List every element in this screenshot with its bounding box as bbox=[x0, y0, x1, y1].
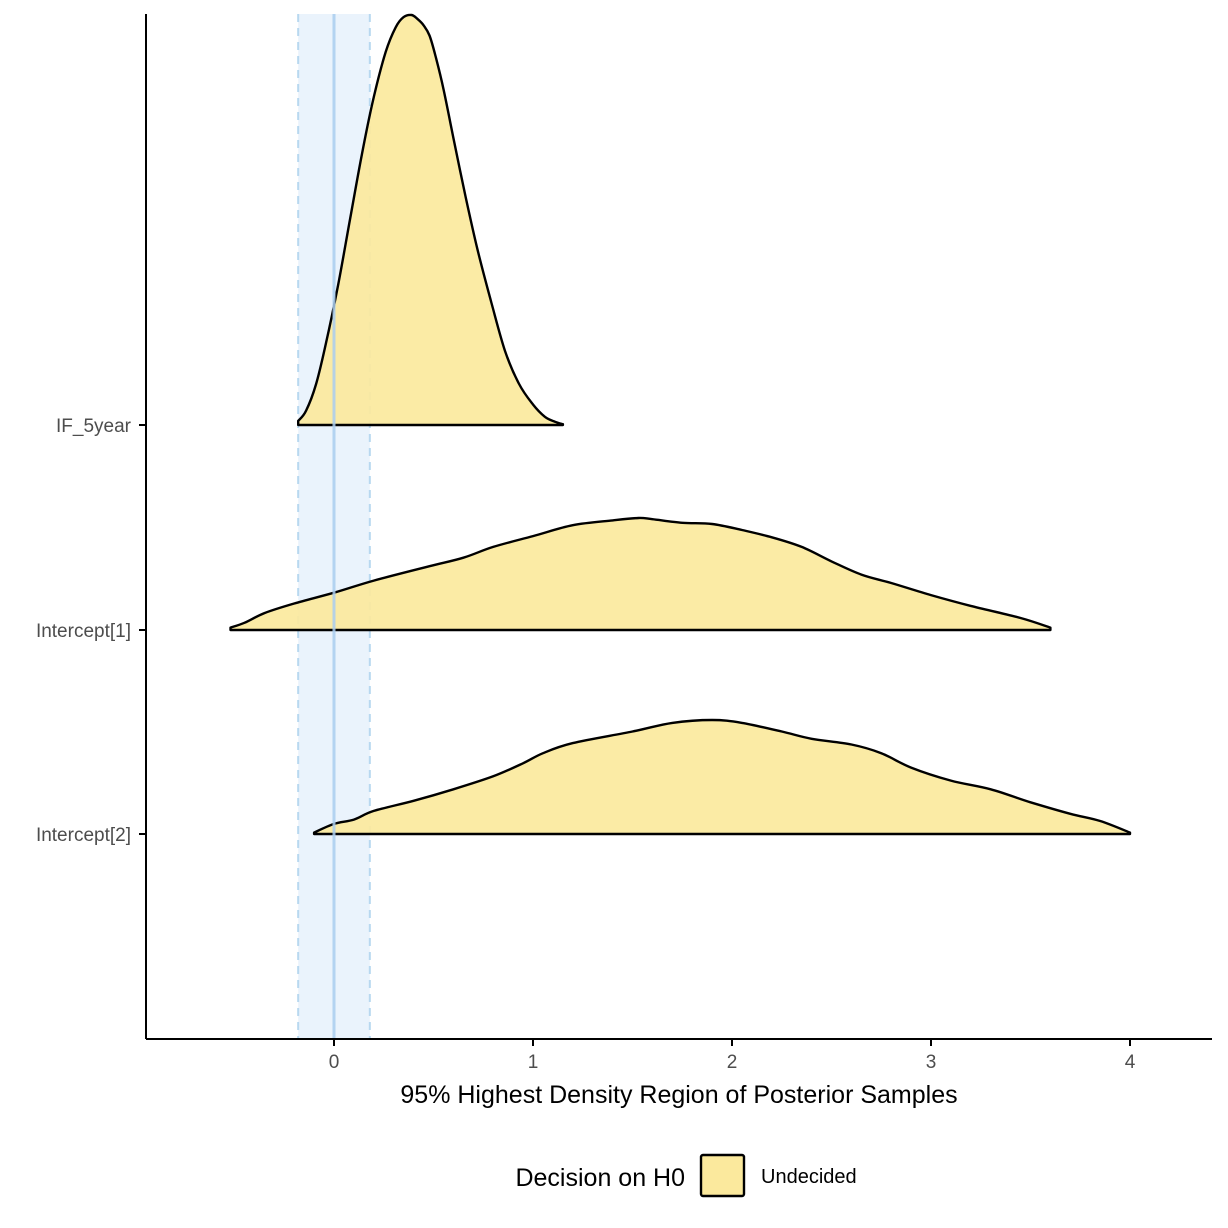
y-tick-label: IF_5year bbox=[56, 416, 132, 437]
x-tick-label: 2 bbox=[727, 1052, 738, 1073]
x-tick-label: 0 bbox=[329, 1052, 340, 1073]
y-tick-label: Intercept[1] bbox=[36, 621, 131, 642]
x-tick-label: 1 bbox=[528, 1052, 539, 1073]
legend-title: Decision on H0 bbox=[515, 1164, 685, 1192]
density-ridge-intercept-2 bbox=[312, 718, 1132, 836]
legend: Decision on H0 Undecided bbox=[515, 1153, 857, 1198]
x-axis-title: 95% Highest Density Region of Posterior … bbox=[400, 1081, 957, 1109]
density-ridge-if-5year bbox=[297, 13, 565, 427]
legend-label-undecided: Undecided bbox=[761, 1166, 857, 1188]
y-tick-label: Intercept[2] bbox=[36, 825, 131, 846]
legend-key-undecided bbox=[699, 1153, 746, 1198]
x-tick-label: 4 bbox=[1125, 1052, 1136, 1073]
x-axis-ticks: 0 1 2 3 4 bbox=[329, 1039, 1136, 1073]
x-tick-label: 3 bbox=[926, 1052, 937, 1073]
density-ridges bbox=[229, 13, 1132, 836]
axes bbox=[145, 14, 1212, 1040]
y-axis-ticks: IF_5year Intercept[1] Intercept[2] bbox=[36, 416, 146, 846]
